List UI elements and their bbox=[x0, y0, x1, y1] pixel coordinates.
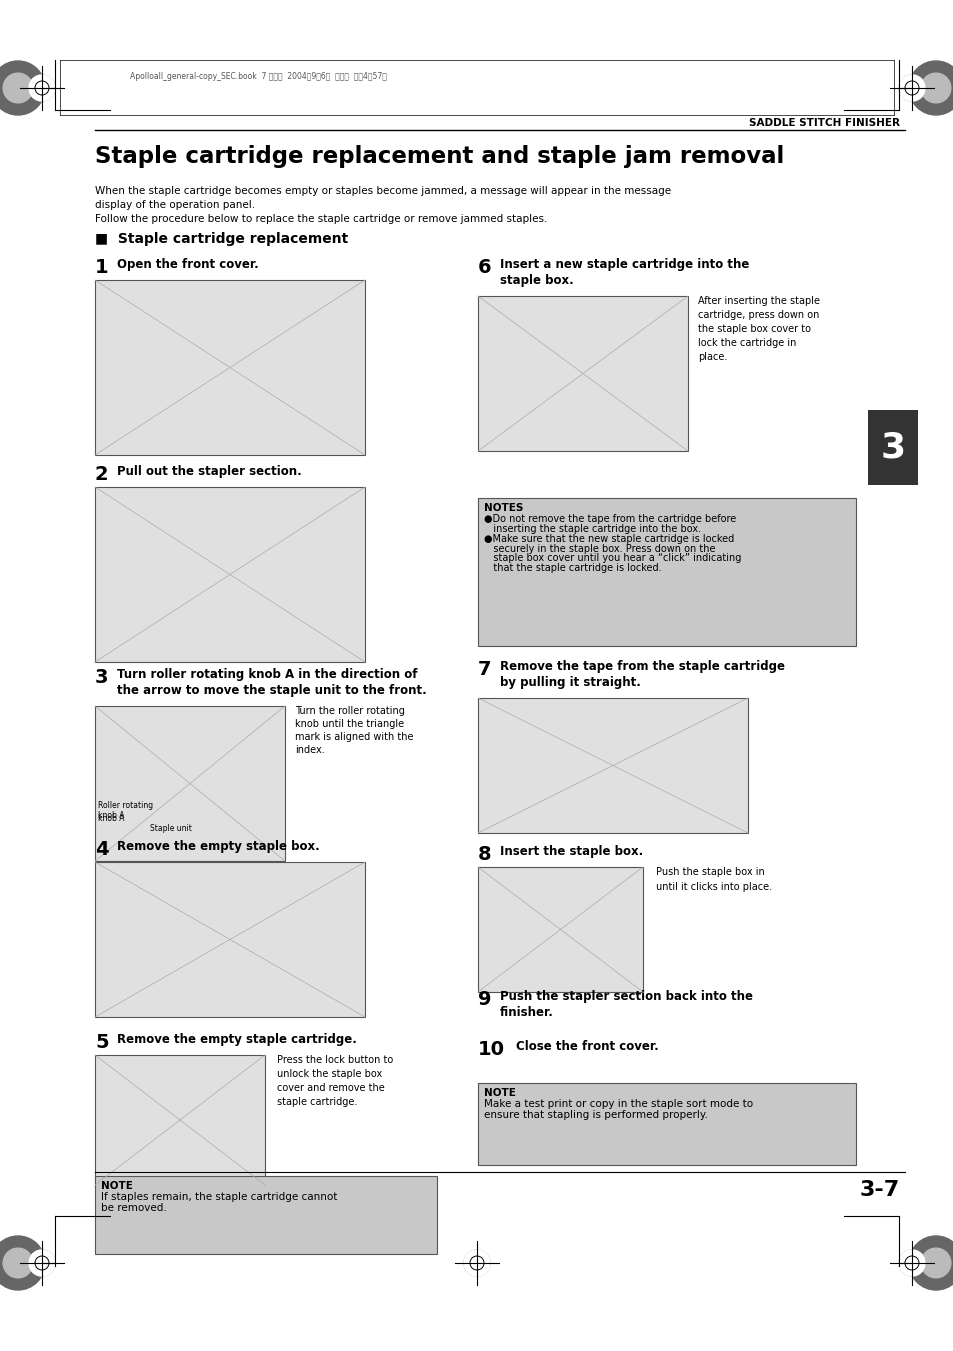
Text: Press the lock button to: Press the lock button to bbox=[276, 1055, 393, 1065]
Text: Remove the empty staple box.: Remove the empty staple box. bbox=[117, 840, 319, 852]
Text: by pulling it straight.: by pulling it straight. bbox=[499, 676, 640, 689]
Text: NOTES: NOTES bbox=[483, 503, 523, 513]
Text: 3: 3 bbox=[95, 667, 109, 688]
Text: Remove the empty staple cartridge.: Remove the empty staple cartridge. bbox=[117, 1034, 356, 1046]
Text: finisher.: finisher. bbox=[499, 1006, 554, 1019]
Text: staple box.: staple box. bbox=[499, 274, 573, 286]
Text: 5: 5 bbox=[95, 1034, 109, 1052]
Text: 3-7: 3-7 bbox=[859, 1179, 900, 1200]
Bar bbox=[477, 698, 747, 834]
Text: that the staple cartridge is locked.: that the staple cartridge is locked. bbox=[483, 563, 661, 573]
Circle shape bbox=[29, 1250, 55, 1275]
Text: ■  Staple cartridge replacement: ■ Staple cartridge replacement bbox=[95, 232, 348, 246]
Text: Insert a new staple cartridge into the: Insert a new staple cartridge into the bbox=[499, 258, 749, 272]
Text: securely in the staple box. Press down on the: securely in the staple box. Press down o… bbox=[483, 543, 715, 554]
Text: the staple box cover to: the staple box cover to bbox=[698, 324, 810, 334]
Circle shape bbox=[0, 61, 45, 115]
Text: 10: 10 bbox=[477, 1040, 504, 1059]
Circle shape bbox=[463, 1250, 490, 1275]
Text: 1: 1 bbox=[95, 258, 109, 277]
Circle shape bbox=[898, 1250, 924, 1275]
Text: knob until the triangle: knob until the triangle bbox=[294, 719, 404, 730]
Text: cover and remove the: cover and remove the bbox=[276, 1084, 384, 1093]
Text: Make a test print or copy in the staple sort mode to: Make a test print or copy in the staple … bbox=[483, 1100, 752, 1109]
Circle shape bbox=[898, 1250, 924, 1275]
Text: 6: 6 bbox=[477, 258, 491, 277]
Circle shape bbox=[921, 73, 950, 103]
Text: the arrow to move the staple unit to the front.: the arrow to move the staple unit to the… bbox=[117, 684, 426, 697]
Text: Push the staple box in: Push the staple box in bbox=[656, 867, 764, 877]
Circle shape bbox=[3, 73, 32, 103]
Text: cartridge, press down on: cartridge, press down on bbox=[698, 309, 819, 320]
Circle shape bbox=[908, 1236, 953, 1290]
Text: SADDLE STITCH FINISHER: SADDLE STITCH FINISHER bbox=[748, 118, 899, 128]
Bar bbox=[95, 1175, 436, 1254]
Bar bbox=[477, 296, 687, 451]
Text: Apolloall_general-copy_SEC.book  7 ページ  2004年9月6日  月曜日  午後4時57分: Apolloall_general-copy_SEC.book 7 ページ 20… bbox=[130, 72, 387, 81]
Circle shape bbox=[463, 1250, 490, 1275]
Bar bbox=[477, 499, 855, 646]
Text: unlock the staple box: unlock the staple box bbox=[276, 1069, 382, 1079]
Text: mark is aligned with the: mark is aligned with the bbox=[294, 732, 413, 742]
Circle shape bbox=[898, 76, 924, 101]
Circle shape bbox=[3, 1248, 32, 1278]
Bar bbox=[95, 862, 365, 1017]
Text: Push the stapler section back into the: Push the stapler section back into the bbox=[499, 990, 752, 1002]
Text: Turn roller rotating knob A in the direction of: Turn roller rotating knob A in the direc… bbox=[117, 667, 417, 681]
Circle shape bbox=[29, 76, 55, 101]
Text: display of the operation panel.: display of the operation panel. bbox=[95, 200, 254, 209]
Text: staple cartridge.: staple cartridge. bbox=[276, 1097, 357, 1106]
Circle shape bbox=[908, 61, 953, 115]
Circle shape bbox=[921, 1248, 950, 1278]
Text: Insert the staple box.: Insert the staple box. bbox=[499, 844, 642, 858]
Text: 3: 3 bbox=[880, 430, 904, 463]
Circle shape bbox=[29, 76, 55, 101]
Text: ensure that stapling is performed properly.: ensure that stapling is performed proper… bbox=[483, 1109, 707, 1120]
Text: be removed.: be removed. bbox=[101, 1202, 167, 1213]
Bar bbox=[95, 486, 365, 662]
Text: place.: place. bbox=[698, 353, 726, 362]
Text: Remove the tape from the staple cartridge: Remove the tape from the staple cartridg… bbox=[499, 661, 784, 673]
Bar bbox=[867, 409, 917, 485]
Text: ●Do not remove the tape from the cartridge before: ●Do not remove the tape from the cartrid… bbox=[483, 515, 736, 524]
Bar bbox=[95, 1055, 265, 1185]
Text: Staple unit: Staple unit bbox=[150, 824, 192, 834]
Text: Close the front cover.: Close the front cover. bbox=[516, 1040, 659, 1052]
Text: 2: 2 bbox=[95, 465, 109, 484]
Text: NOTE: NOTE bbox=[101, 1181, 132, 1192]
Text: 4: 4 bbox=[95, 840, 109, 859]
Text: Pull out the stapler section.: Pull out the stapler section. bbox=[117, 465, 301, 478]
Text: Staple cartridge replacement and staple jam removal: Staple cartridge replacement and staple … bbox=[95, 145, 783, 168]
Circle shape bbox=[29, 1250, 55, 1275]
Text: After inserting the staple: After inserting the staple bbox=[698, 296, 820, 305]
Text: Open the front cover.: Open the front cover. bbox=[117, 258, 258, 272]
Bar bbox=[95, 280, 365, 455]
Text: index.: index. bbox=[294, 744, 324, 755]
Circle shape bbox=[898, 76, 924, 101]
Text: NOTE: NOTE bbox=[483, 1088, 516, 1098]
Text: Roller rotating
knob A: Roller rotating knob A bbox=[98, 801, 153, 820]
Text: Follow the procedure below to replace the staple cartridge or remove jammed stap: Follow the procedure below to replace th… bbox=[95, 213, 547, 224]
Text: lock the cartridge in: lock the cartridge in bbox=[698, 338, 796, 349]
Text: until it clicks into place.: until it clicks into place. bbox=[656, 882, 771, 892]
Text: staple box cover until you hear a “click” indicating: staple box cover until you hear a “click… bbox=[483, 554, 740, 563]
Circle shape bbox=[0, 1236, 45, 1290]
Text: inserting the staple cartridge into the box.: inserting the staple cartridge into the … bbox=[483, 524, 700, 534]
Text: 9: 9 bbox=[477, 990, 491, 1009]
Text: When the staple cartridge becomes empty or staples become jammed, a message will: When the staple cartridge becomes empty … bbox=[95, 186, 670, 196]
Text: 7: 7 bbox=[477, 661, 491, 680]
Text: If staples remain, the staple cartridge cannot: If staples remain, the staple cartridge … bbox=[101, 1192, 337, 1202]
Text: Turn the roller rotating: Turn the roller rotating bbox=[294, 707, 404, 716]
Text: ●Make sure that the new staple cartridge is locked: ●Make sure that the new staple cartridge… bbox=[483, 534, 734, 544]
Bar bbox=[95, 707, 285, 861]
Bar bbox=[477, 1084, 855, 1165]
Text: knob A: knob A bbox=[98, 815, 125, 823]
Bar bbox=[477, 867, 642, 992]
Text: 8: 8 bbox=[477, 844, 491, 865]
